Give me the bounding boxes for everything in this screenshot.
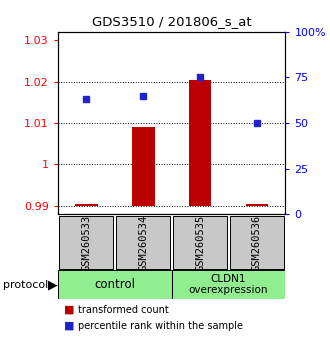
Text: control: control (94, 278, 135, 291)
FancyBboxPatch shape (116, 216, 170, 268)
Text: CLDN1
overexpression: CLDN1 overexpression (189, 274, 268, 296)
Text: GSM260533: GSM260533 (81, 215, 91, 270)
Text: ■: ■ (64, 305, 75, 315)
Bar (189, 80, 212, 206)
Text: ■: ■ (64, 321, 75, 331)
FancyBboxPatch shape (230, 216, 284, 268)
FancyBboxPatch shape (59, 216, 113, 268)
Text: protocol: protocol (3, 280, 49, 290)
Text: transformed count: transformed count (78, 305, 168, 315)
Bar (75, 204, 98, 206)
FancyBboxPatch shape (173, 216, 227, 268)
Text: GSM260535: GSM260535 (195, 215, 205, 270)
FancyBboxPatch shape (58, 270, 172, 299)
Text: GSM260536: GSM260536 (252, 215, 262, 270)
Text: percentile rank within the sample: percentile rank within the sample (78, 321, 243, 331)
FancyBboxPatch shape (172, 270, 285, 299)
Bar (246, 204, 268, 206)
Text: ▶: ▶ (48, 278, 57, 291)
Bar (132, 127, 154, 206)
Title: GDS3510 / 201806_s_at: GDS3510 / 201806_s_at (92, 15, 251, 28)
Text: GSM260534: GSM260534 (138, 215, 148, 270)
